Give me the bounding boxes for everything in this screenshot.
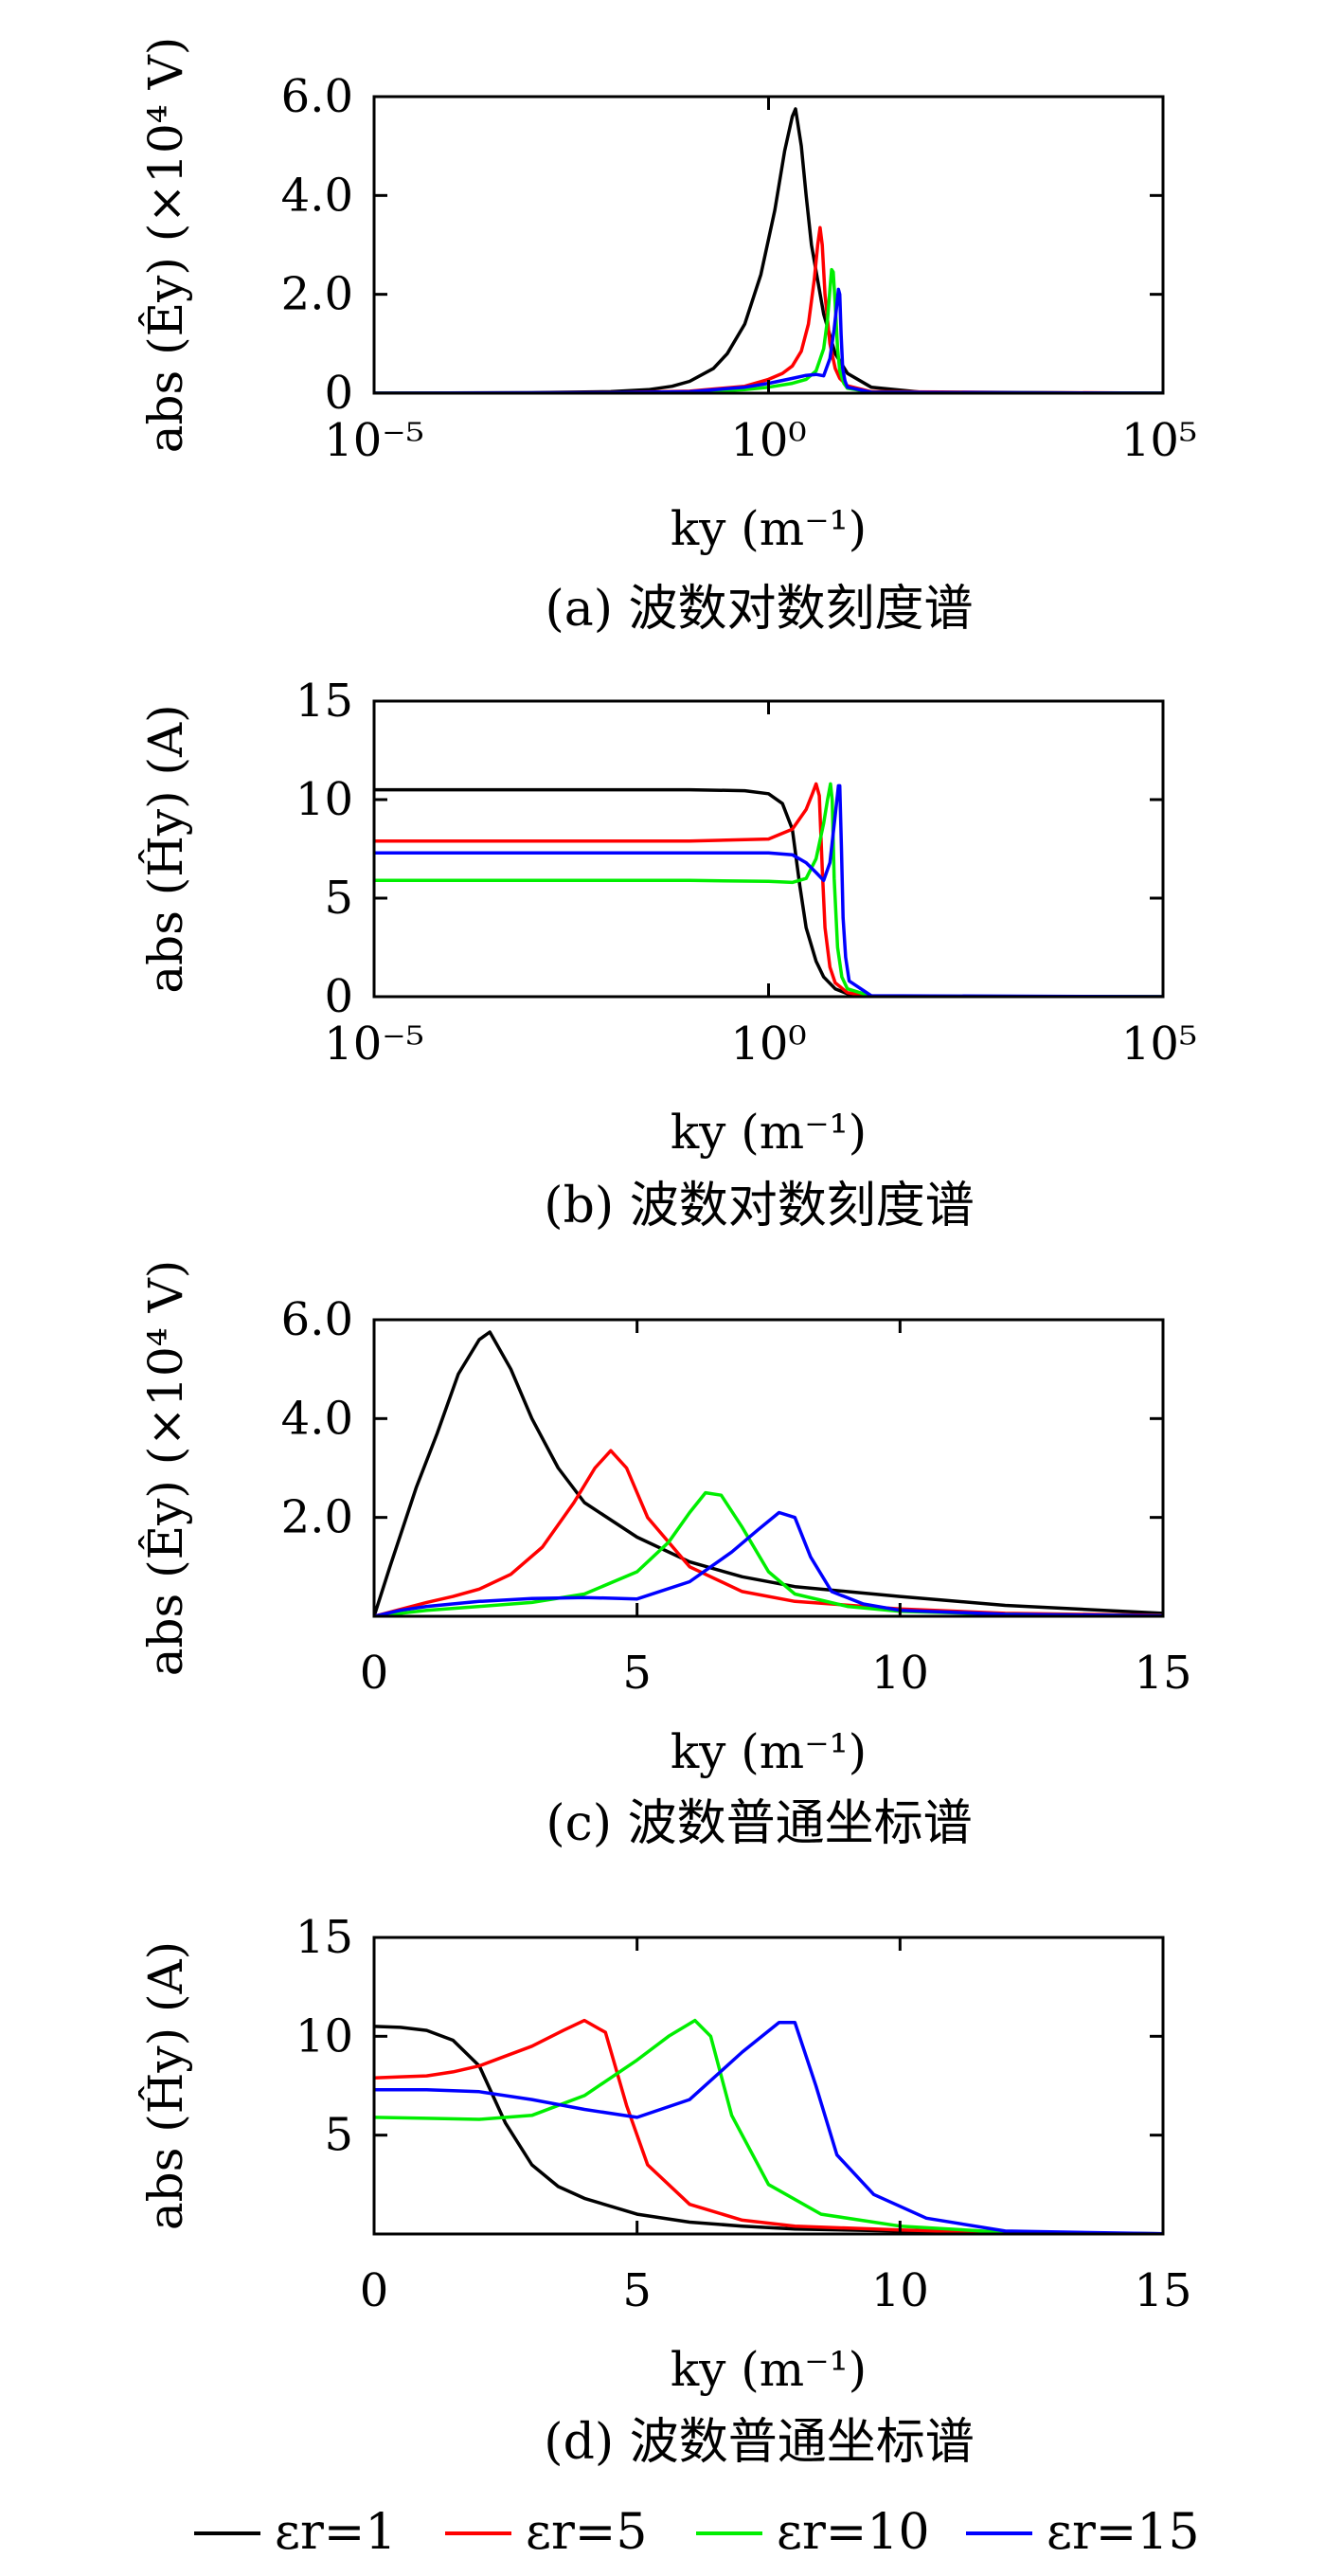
x-tick-label: 10⁵ bbox=[1121, 1018, 1197, 1071]
series-line-1 bbox=[374, 2018, 1163, 2234]
y-axis-label: abs (Ĥy) (A) bbox=[137, 704, 193, 993]
series-line-1 bbox=[374, 782, 1163, 997]
panel-caption: (a) 波数对数刻度谱 bbox=[545, 581, 973, 638]
chart-panel-3: 5 10 15 0 5 10 15 ky (m⁻¹) abs (Ĥy) (A) (d) 波数普通坐… bbox=[137, 1911, 1192, 2471]
x-tick-label: 10⁰ bbox=[730, 414, 806, 467]
y-tick-label: 15 bbox=[295, 675, 353, 728]
y-tick-label: 4.0 bbox=[281, 1392, 353, 1445]
y-tick-label: 0 bbox=[324, 367, 353, 420]
y-tick-label: 0 bbox=[324, 970, 353, 1023]
panel-caption: (c) 波数普通坐标谱 bbox=[546, 1795, 972, 1852]
x-tick-label: 5 bbox=[622, 1647, 652, 1700]
series-line-0 bbox=[374, 2025, 1163, 2234]
x-axis-label: ky (m⁻¹) bbox=[671, 1724, 867, 1779]
series-line-2 bbox=[374, 2018, 1163, 2234]
x-tick-label: 10⁻⁵ bbox=[324, 414, 424, 467]
y-tick-label: 2.0 bbox=[281, 268, 353, 321]
series-line-0 bbox=[374, 1330, 1163, 1616]
y-tick-label: 15 bbox=[295, 1911, 353, 1964]
panels: 0 2.0 4.0 6.0 10⁻⁵ 10⁰ 10⁵ ky (m⁻¹) abs (Êy) (×1… bbox=[137, 37, 1197, 2471]
series-group bbox=[374, 782, 1163, 997]
y-tick-label: 10 bbox=[295, 2009, 353, 2063]
x-axis-label: ky (m⁻¹) bbox=[671, 501, 867, 556]
chart-panel-2: 2.0 4.0 6.0 0 5 10 15 ky (m⁻¹) abs (Êy) (×10⁴ V)… bbox=[137, 1260, 1192, 1852]
x-tick-label: 5 bbox=[622, 2264, 652, 2317]
x-axis-label: ky (m⁻¹) bbox=[671, 2342, 867, 2397]
y-tick-label: 4.0 bbox=[281, 169, 353, 222]
y-axis-label: abs (Êy) (×10⁴ V) bbox=[137, 1260, 193, 1677]
series-line-2 bbox=[374, 782, 1163, 997]
plot-frame bbox=[372, 699, 1165, 999]
x-tick-label: 15 bbox=[1134, 2264, 1191, 2317]
legend-label: εr=15 bbox=[1047, 2504, 1200, 2561]
x-axis-label: ky (m⁻¹) bbox=[671, 1105, 867, 1160]
y-axis-label: abs (Ĥy) (A) bbox=[137, 1941, 193, 2230]
y-tick-label: 5 bbox=[324, 2109, 353, 2162]
series-line-2 bbox=[374, 1490, 1163, 1616]
series-line-0 bbox=[374, 787, 1163, 997]
x-tick-label: 10⁻⁵ bbox=[324, 1018, 424, 1071]
series-line-0 bbox=[374, 107, 1163, 393]
x-tick-label: 0 bbox=[360, 2264, 389, 2317]
legend: εr=1 εr=5 εr=10 εr=15 bbox=[194, 2504, 1200, 2561]
x-tick-label: 10 bbox=[871, 2264, 929, 2317]
series-line-3 bbox=[374, 287, 1163, 393]
y-tick-label: 6.0 bbox=[281, 1293, 353, 1346]
series-group bbox=[374, 107, 1163, 393]
x-tick-label: 10 bbox=[871, 1647, 929, 1700]
series-group bbox=[374, 1330, 1163, 1616]
legend-label: εr=1 bbox=[275, 2504, 396, 2561]
y-tick-label: 6.0 bbox=[281, 70, 353, 123]
chart-panel-0: 0 2.0 4.0 6.0 10⁻⁵ 10⁰ 10⁵ ky (m⁻¹) abs (Êy) (×1… bbox=[137, 37, 1197, 638]
legend-label: εr=10 bbox=[777, 2504, 930, 2561]
series-group bbox=[374, 2018, 1163, 2234]
x-tick-label: 10⁵ bbox=[1121, 414, 1197, 467]
x-tick-label: 15 bbox=[1134, 1647, 1191, 1700]
series-line-2 bbox=[374, 267, 1163, 393]
series-line-3 bbox=[374, 1510, 1163, 1616]
series-line-3 bbox=[374, 2020, 1163, 2234]
series-line-1 bbox=[374, 1449, 1163, 1616]
y-tick-label: 5 bbox=[324, 872, 353, 925]
y-axis-label: abs (Êy) (×10⁴ V) bbox=[137, 37, 193, 454]
series-line-3 bbox=[374, 784, 1163, 997]
plot-frame bbox=[372, 1936, 1165, 2236]
panel-caption: (b) 波数对数刻度谱 bbox=[544, 1178, 974, 1234]
panel-caption: (d) 波数普通坐标谱 bbox=[544, 2414, 974, 2471]
x-tick-label: 0 bbox=[360, 1647, 389, 1700]
plot-frame bbox=[372, 1318, 1165, 1618]
y-tick-label: 2.0 bbox=[281, 1491, 353, 1544]
chart-panel-1: 0 5 10 15 10⁻⁵ 10⁰ 10⁵ ky (m⁻¹) abs (Ĥy) (A) (b) … bbox=[137, 675, 1197, 1234]
series-line-1 bbox=[374, 225, 1163, 393]
legend-label: εr=5 bbox=[526, 2504, 647, 2561]
x-tick-label: 10⁰ bbox=[730, 1018, 806, 1071]
y-tick-label: 10 bbox=[295, 773, 353, 826]
